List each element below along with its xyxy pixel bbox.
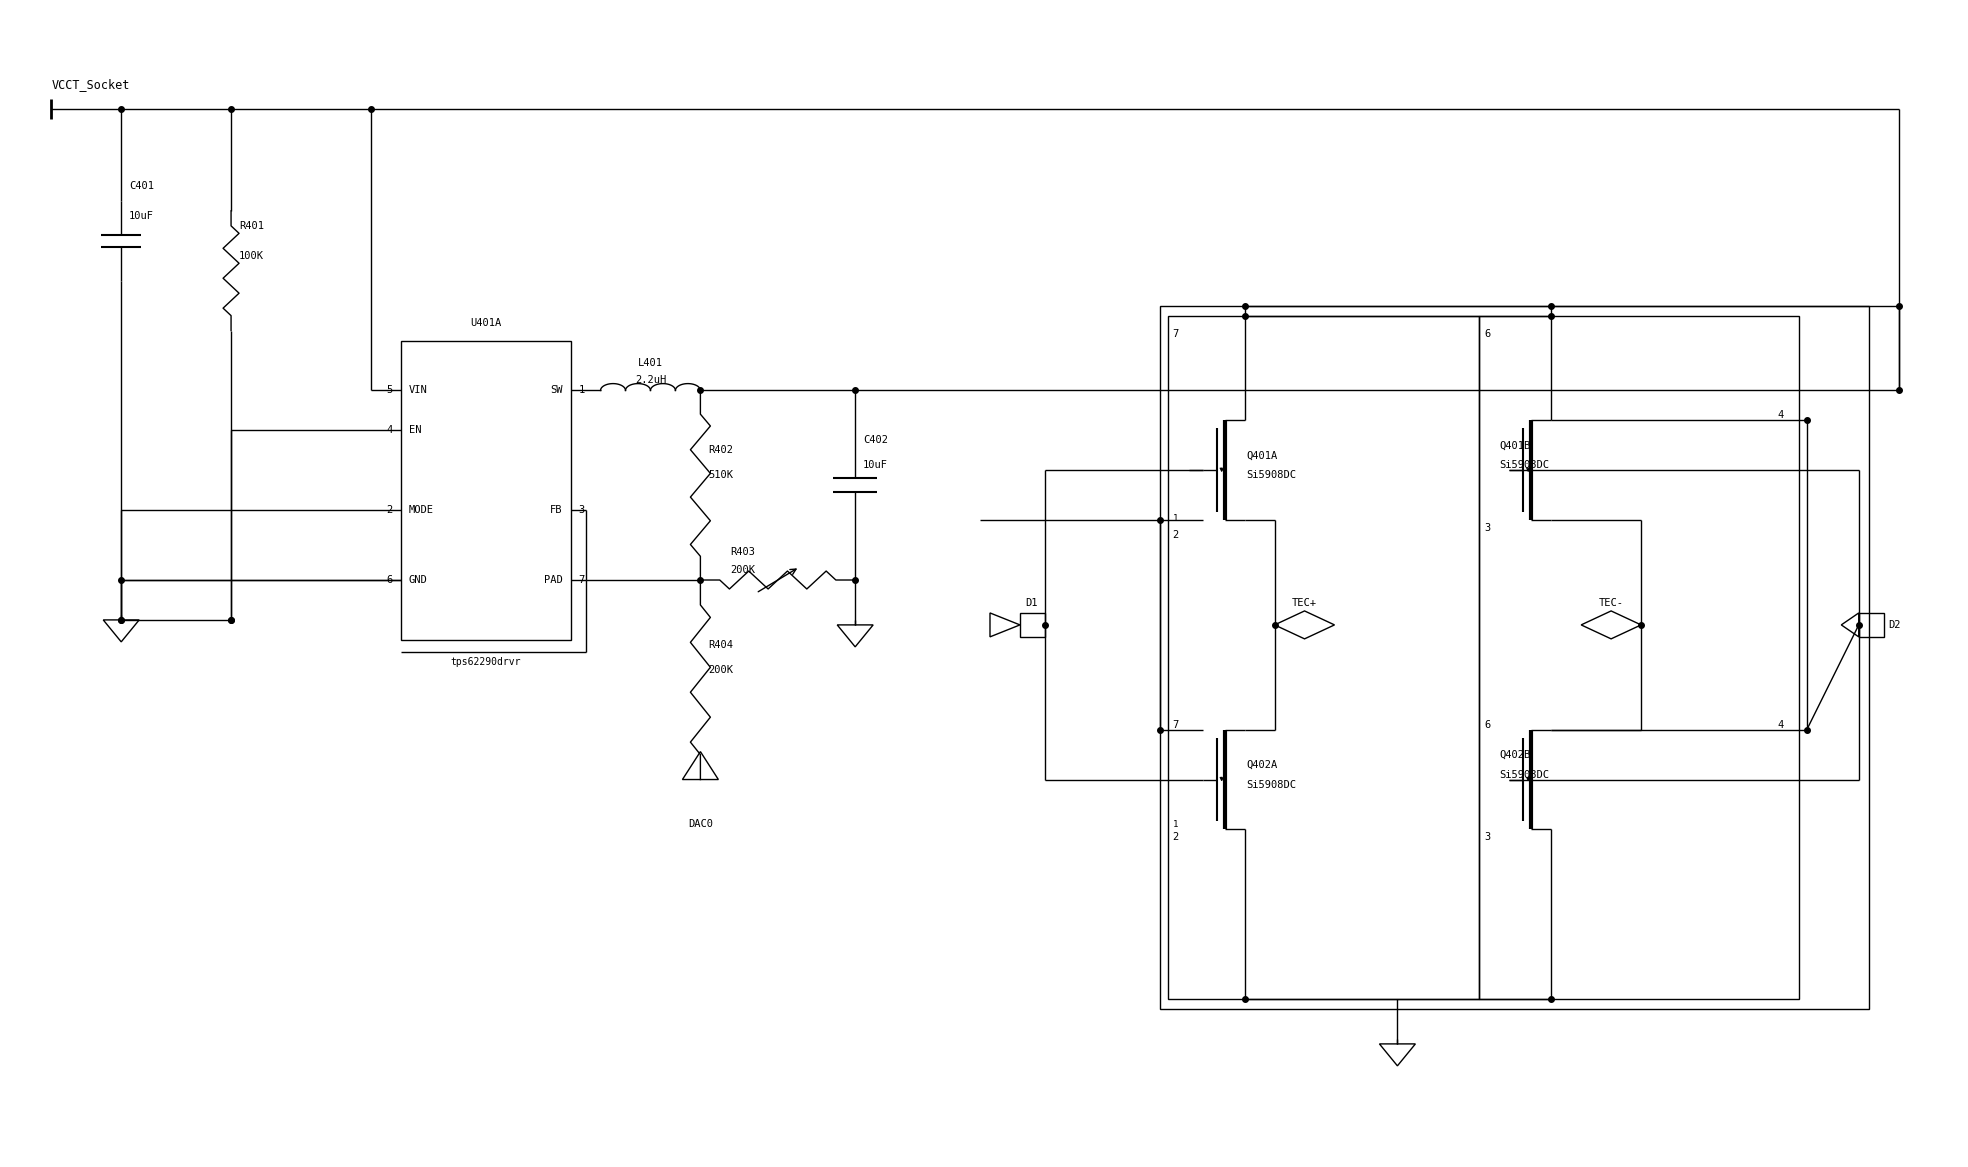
Bar [1019,613,1045,637]
Text: 4: 4 [1777,720,1783,729]
Text: 6: 6 [1484,720,1490,729]
Text: Si5908DC: Si5908DC [1500,769,1549,780]
Text: 2: 2 [1173,832,1179,843]
Text: PAD: PAD [543,575,563,585]
Text: VCCT_Socket: VCCT_Socket [51,78,130,91]
Text: C402: C402 [864,435,888,446]
Text: Q402B: Q402B [1500,749,1531,760]
Text: R404: R404 [708,640,734,650]
Text: 10uF: 10uF [864,460,888,470]
Text: 7: 7 [579,575,584,585]
Text: tps62290drvr: tps62290drvr [451,657,522,666]
Text: 100K: 100K [238,251,264,260]
Text: Q401A: Q401A [1246,450,1277,460]
Text: 3: 3 [1484,523,1490,533]
Text: U401A: U401A [470,317,502,328]
Bar [1480,315,1799,999]
Text: 7: 7 [1173,329,1179,338]
Text: 3: 3 [1484,832,1490,843]
Text: 1: 1 [1173,820,1179,829]
Text: 200K: 200K [730,565,756,575]
Text: R403: R403 [730,547,756,557]
Text: GND: GND [409,575,427,585]
Text: C401: C401 [130,181,154,191]
Text: TEC-: TEC- [1598,598,1624,608]
Text: D1: D1 [1025,598,1037,608]
Text: TEC+: TEC+ [1293,598,1317,608]
Bar [1858,613,1883,637]
Text: D2: D2 [1889,620,1901,630]
Text: R401: R401 [238,221,264,231]
Text: 200K: 200K [708,665,734,675]
Text: 7: 7 [1173,720,1179,729]
Text: 4: 4 [1777,411,1783,420]
Text: 4: 4 [386,425,394,435]
Text: Si5908DC: Si5908DC [1246,780,1297,790]
Text: SW: SW [551,385,563,396]
Text: FB: FB [551,505,563,515]
Text: 3: 3 [579,505,584,515]
Text: 6: 6 [1484,329,1490,338]
Text: 2: 2 [1173,530,1179,540]
Text: 1: 1 [1173,513,1179,523]
Text: 10uF: 10uF [130,211,154,221]
Text: Si5908DC: Si5908DC [1500,460,1549,470]
Text: 2.2uH: 2.2uH [636,376,665,385]
Text: EN: EN [409,425,421,435]
Text: 5: 5 [386,385,394,396]
Text: 6: 6 [386,575,394,585]
Bar [1159,306,1870,1009]
Text: Q402A: Q402A [1246,760,1277,769]
Text: DAC0: DAC0 [689,819,712,830]
Text: VIN: VIN [409,385,427,396]
Text: 2: 2 [386,505,394,515]
Text: MODE: MODE [409,505,433,515]
Text: 1: 1 [579,385,584,396]
Bar [1167,315,1480,999]
Text: Q401B: Q401B [1500,440,1531,450]
Bar [401,341,571,640]
Text: 510K: 510K [708,470,734,481]
Text: L401: L401 [638,357,663,368]
Text: R402: R402 [708,446,734,455]
Text: Si5908DC: Si5908DC [1246,470,1297,481]
